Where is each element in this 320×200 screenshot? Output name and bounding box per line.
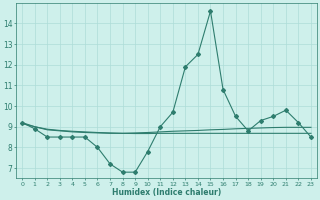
X-axis label: Humidex (Indice chaleur): Humidex (Indice chaleur) <box>112 188 221 197</box>
